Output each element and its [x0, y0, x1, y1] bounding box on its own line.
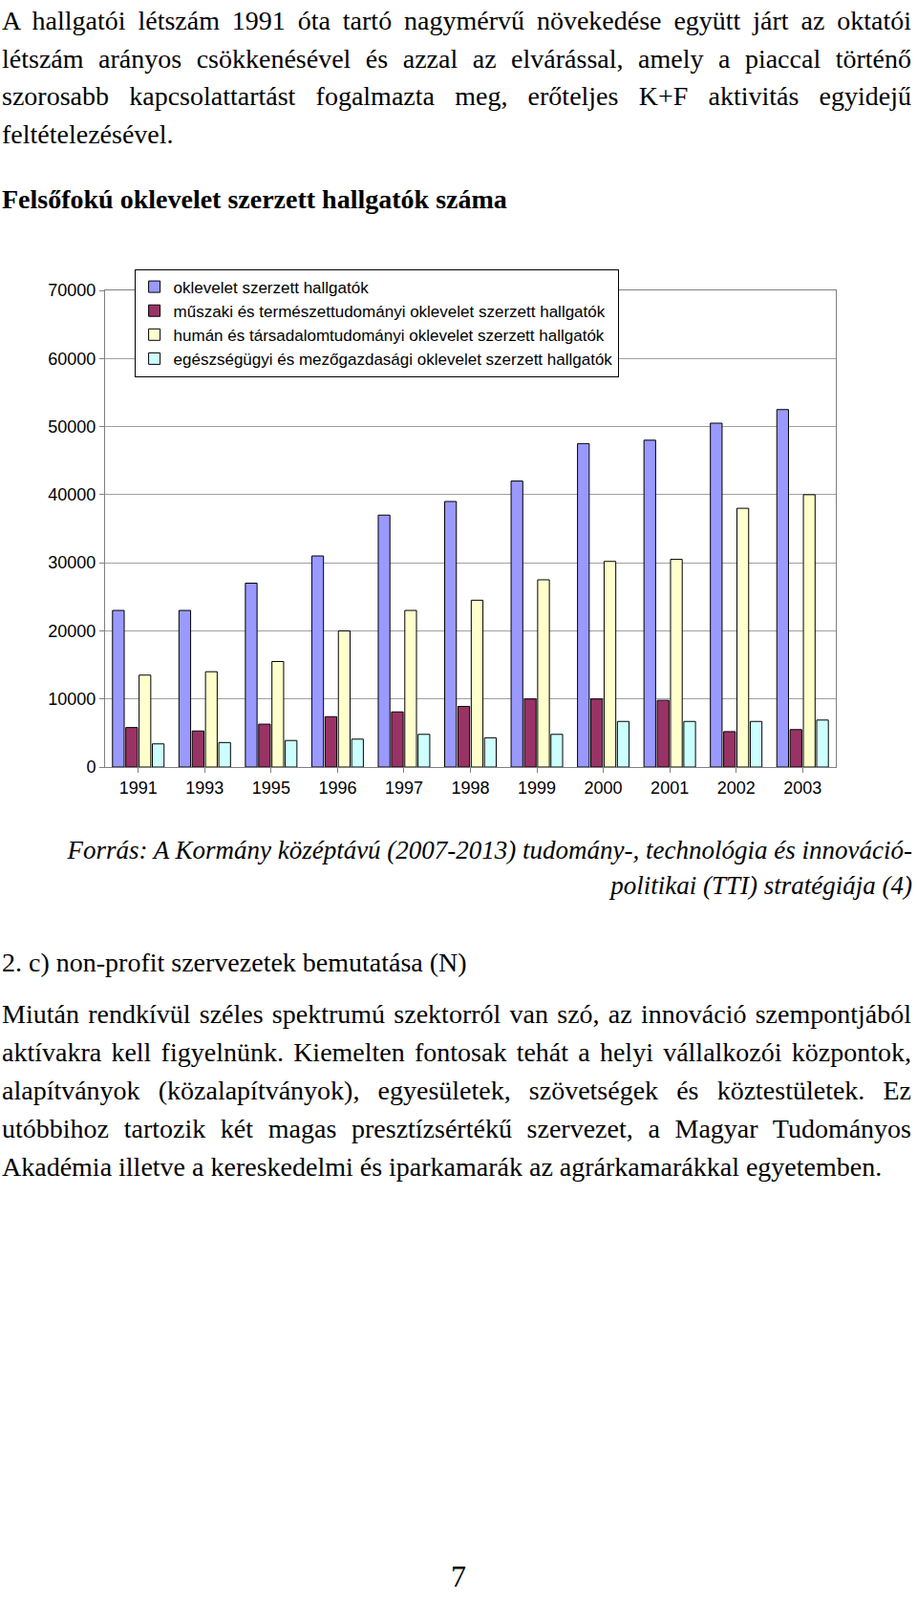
html-text:2. c) non-profit szervezetek b: 2. c) non-profit szervezetek bemutatása … — [1, 947, 467, 978]
html-text:A hallgatói létszám 1991 óta t: A hallgatói létszám 1991 óta tartó nagym… — [1, 5, 912, 149]
svg-text:20000: 20000 — [47, 621, 96, 641]
svg-text:1999: 1999 — [517, 778, 556, 798]
svg-text:műszaki és természettudományi: műszaki és természettudományi oklevelet … — [173, 302, 606, 321]
svg-text:40000: 40000 — [47, 485, 96, 505]
svg-text:oklevelet szerzett hallgatók: oklevelet szerzett hallgatók — [173, 278, 370, 298]
html-text:Miután rendkívül széles spektr: Miután rendkívül széles spektrumú szekto… — [1, 999, 912, 1182]
svg-text:1998: 1998 — [450, 778, 490, 798]
svg-text:1993: 1993 — [185, 778, 224, 798]
svg-text:2002: 2002 — [717, 778, 756, 798]
svg-text:1995: 1995 — [252, 778, 291, 798]
svg-text:2003: 2003 — [783, 778, 822, 798]
svg-text:70000: 70000 — [47, 280, 96, 300]
html-text:7: 7 — [450, 1558, 467, 1594]
svg-text:50000: 50000 — [47, 417, 96, 437]
svg-text:0: 0 — [85, 757, 96, 777]
svg-text:1996: 1996 — [318, 778, 357, 798]
svg-text:humán és társadalomtudományi o: humán és társadalomtudományi oklevelet s… — [173, 326, 605, 345]
svg-text:60000: 60000 — [47, 349, 96, 369]
svg-text:1991: 1991 — [119, 778, 158, 798]
svg-text:2000: 2000 — [584, 778, 623, 798]
svg-text:10000: 10000 — [47, 689, 96, 709]
svg-text:2001: 2001 — [650, 778, 689, 798]
svg-text:30000: 30000 — [47, 553, 96, 573]
html-text:Felsőfokú oklevelet szerzett h: Felsőfokú oklevelet szerzett hallgatók s… — [1, 184, 508, 214]
html-text:Forrás: A Kormány középtávú (2: Forrás: A Kormány középtávú (2007-2013) … — [67, 835, 913, 900]
svg-text:egészségügyi és mezőgazdasági: egészségügyi és mezőgazdasági oklevelet … — [173, 350, 614, 369]
svg-text:1997: 1997 — [384, 778, 424, 798]
